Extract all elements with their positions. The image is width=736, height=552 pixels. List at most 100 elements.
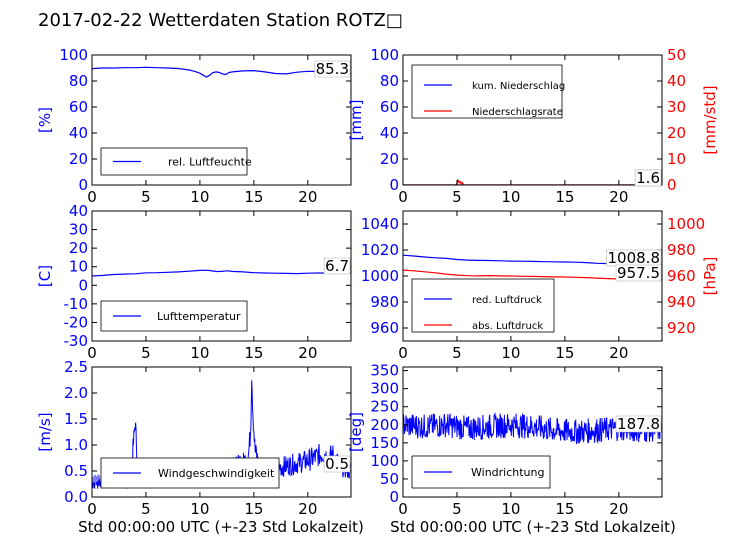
x-tick-label: 5 [141, 344, 151, 362]
y2-tick-label: 940 [667, 293, 696, 311]
x-tick-label: 15 [555, 188, 574, 206]
x-tick-label: 10 [190, 188, 209, 206]
last-value-label: 0.5 [325, 455, 349, 473]
y-tick-label: 60 [69, 98, 88, 116]
y-tick-label: 1.0 [64, 436, 88, 454]
x-tick-label: 20 [609, 344, 628, 362]
last-value-box [314, 60, 351, 78]
y2-axis-label: [mm/std] [701, 85, 719, 154]
x-axis-label-left: Std 00:00:00 UTC (+-23 Std Lokalzeit) [78, 518, 364, 536]
y2-tick-label: 30 [667, 98, 686, 116]
chart-panel-3: 0 5 10 15 20-30-20-10010203040[C]Lufttempera… [36, 202, 352, 362]
last-value-box [323, 455, 351, 473]
legend: kum. Niederschlag Niederschlagsrate [411, 64, 565, 119]
x-tick-label: 0 [87, 500, 97, 518]
legend: Windrichtung [411, 455, 551, 489]
chart-panel-6: 0 5 10 15 20050100150200250300350[deg]Windri… [347, 362, 663, 518]
legend: rel. Luftfeuchte [100, 147, 252, 176]
y-axis-label: [deg] [347, 412, 365, 452]
x-tick-label: 15 [244, 500, 263, 518]
y-tick-label: 2.5 [64, 358, 88, 376]
y-tick-label: 1.5 [64, 410, 88, 428]
y-tick-label: 80 [69, 72, 88, 90]
last-value-label: 187.8 [617, 415, 660, 433]
legend: Windgeschwindigkeit [100, 457, 280, 489]
y-tick-label: 0 [389, 488, 399, 506]
legend-label: Windrichtung [471, 466, 544, 479]
last-value-label: 1008.8 [608, 249, 661, 267]
x-tick-label: 5 [141, 500, 151, 518]
y-tick-label: 100 [59, 46, 88, 64]
legend-label: Windgeschwindigkeit [158, 467, 275, 480]
y-tick-label: 40 [69, 124, 88, 142]
y-tick-label: 20 [69, 150, 88, 168]
y2-axis-label: [hPa] [701, 257, 719, 296]
last-value-box [615, 415, 662, 433]
x-tick-label: 10 [501, 188, 520, 206]
series-line-2-2 [403, 178, 662, 185]
x-tick-label: 15 [244, 188, 263, 206]
legend-label: Niederschlagsrate [472, 107, 563, 118]
x-tick-label: 20 [298, 500, 317, 518]
y-tick-label: 0.5 [64, 462, 88, 480]
y-tick-label: 350 [370, 362, 399, 380]
y-tick-label: 1000 [361, 267, 399, 285]
x-tick-label: 10 [501, 344, 520, 362]
y-axis-label: [m/s] [36, 412, 54, 451]
x-tick-label: 5 [452, 188, 462, 206]
y-tick-label: -30 [64, 332, 89, 350]
y-tick-label: 2.0 [64, 384, 88, 402]
y2-tick-label: 920 [667, 319, 696, 337]
plot-frame [91, 54, 352, 186]
last-value2-box [615, 264, 662, 282]
y-tick-label: 10 [69, 258, 88, 276]
plot-frame [91, 210, 352, 342]
x-tick-label: 5 [141, 188, 151, 206]
chart-panel-5: 0 5 10 15 20 0.0 0.5 1.0 1.5 2.0 2.5 [m/s] Windgesch… [36, 358, 352, 518]
x-tick-label: 0 [87, 188, 97, 206]
legend: red. Luftdruck abs. Luftdruck [411, 278, 555, 333]
y-tick-label: 0.0 [64, 488, 88, 506]
x-tick-label: 10 [190, 500, 209, 518]
y-tick-label: 100 [370, 46, 399, 64]
y2-tick-label: 20 [667, 124, 686, 142]
legend-label: rel. Luftfeuchte [168, 156, 252, 169]
y-tick-label: 1040 [361, 215, 399, 233]
plot-frame [402, 54, 663, 186]
last-value-box [323, 257, 351, 275]
last-value-label: 6.7 [325, 257, 349, 275]
x-tick-label: 0 [398, 344, 408, 362]
y-tick-label: 80 [380, 72, 399, 90]
y-tick-label: 20 [69, 239, 88, 257]
legend-box [411, 278, 555, 333]
y-tick-label: 60 [380, 98, 399, 116]
x-tick-label: 5 [452, 344, 462, 362]
y-tick-label: 150 [370, 434, 399, 452]
legend-label: kum. Niederschlag [472, 81, 565, 92]
y-tick-label: 0 [78, 176, 88, 194]
y-tick-label: 1020 [361, 241, 399, 259]
last-value-label: 85.3 [316, 60, 349, 78]
legend-box [411, 64, 563, 119]
x-tick-label: 20 [298, 344, 317, 362]
y-tick-label: 40 [69, 202, 88, 220]
x-tick-label: 20 [609, 500, 628, 518]
y-tick-label: 250 [370, 398, 399, 416]
y-tick-label: -10 [64, 295, 89, 313]
y2-tick-label: 960 [667, 267, 696, 285]
y-tick-label: 0 [78, 276, 88, 294]
plot-frame [91, 366, 352, 498]
series-line-3-1 [92, 269, 351, 277]
series-line-1-1 [92, 66, 351, 78]
y-axis-label: [C] [36, 265, 54, 287]
chart-panel-4: 0 5 10 15 20 960 980 1000 1020 1040 920 940 960 980 10… [361, 210, 719, 362]
chart-panel-1: 0 5 10 15 20 0 20 40 60 80 100 [%] rel. Luftfeuchte 8… [36, 46, 352, 206]
y-tick-label: 0 [389, 176, 399, 194]
x-axis-label-right: Std 00:00:00 UTC (+-23 Std Lokalzeit) [390, 518, 676, 536]
legend-label: abs. Luftdruck [472, 321, 543, 332]
x-tick-label: 10 [501, 500, 520, 518]
y2-tick-label: 0 [667, 176, 677, 194]
x-tick-label: 0 [398, 500, 408, 518]
x-tick-label: 0 [87, 344, 97, 362]
y2-tick-label: 10 [667, 150, 686, 168]
